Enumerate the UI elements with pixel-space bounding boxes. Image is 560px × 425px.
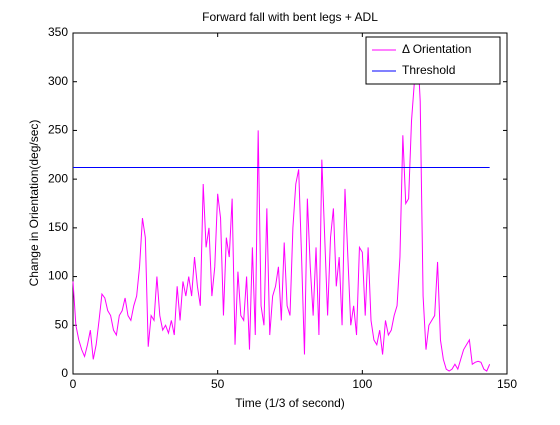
y-tick-label: 200 — [48, 171, 68, 185]
y-tick-label: 150 — [48, 220, 68, 234]
x-axis-label: Time (1/3 of second) — [235, 396, 345, 410]
y-tick-label: 300 — [48, 74, 68, 88]
chart-title: Forward fall with bent legs + ADL — [202, 10, 378, 24]
legend-label: Δ Orientation — [402, 42, 471, 56]
x-tick-label: 150 — [497, 377, 517, 391]
plot-area — [72, 32, 508, 375]
data-line — [72, 42, 491, 372]
legend-label: Threshold — [402, 63, 455, 77]
y-tick-label: 50 — [55, 317, 69, 331]
x-tick-label: 50 — [211, 377, 225, 391]
x-tick-label: 100 — [352, 377, 372, 391]
y-tick-label: 250 — [48, 123, 68, 137]
y-tick-label: 350 — [48, 25, 68, 39]
x-tick-label: 0 — [70, 377, 77, 391]
y-tick-label: 0 — [61, 366, 68, 380]
y-axis-label: Change in Orientation(deg/sec) — [27, 120, 41, 287]
y-tick-label: 100 — [48, 269, 68, 283]
legend-box — [365, 36, 501, 85]
